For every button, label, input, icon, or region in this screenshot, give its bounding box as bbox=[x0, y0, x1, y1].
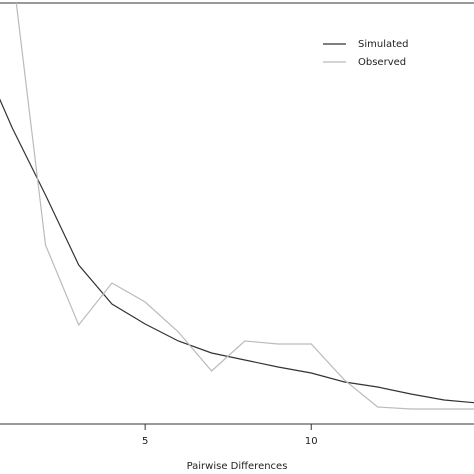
x-axis-label: Pairwise Differences bbox=[187, 461, 288, 472]
plot-area bbox=[0, 3, 474, 410]
series-line bbox=[15, 3, 474, 410]
legend-label: Simulated bbox=[358, 39, 409, 50]
legend-label: Observed bbox=[358, 57, 406, 68]
series-line bbox=[0, 98, 474, 404]
x-tick-label: 5 bbox=[142, 436, 148, 447]
x-tick-label: 10 bbox=[305, 436, 318, 447]
